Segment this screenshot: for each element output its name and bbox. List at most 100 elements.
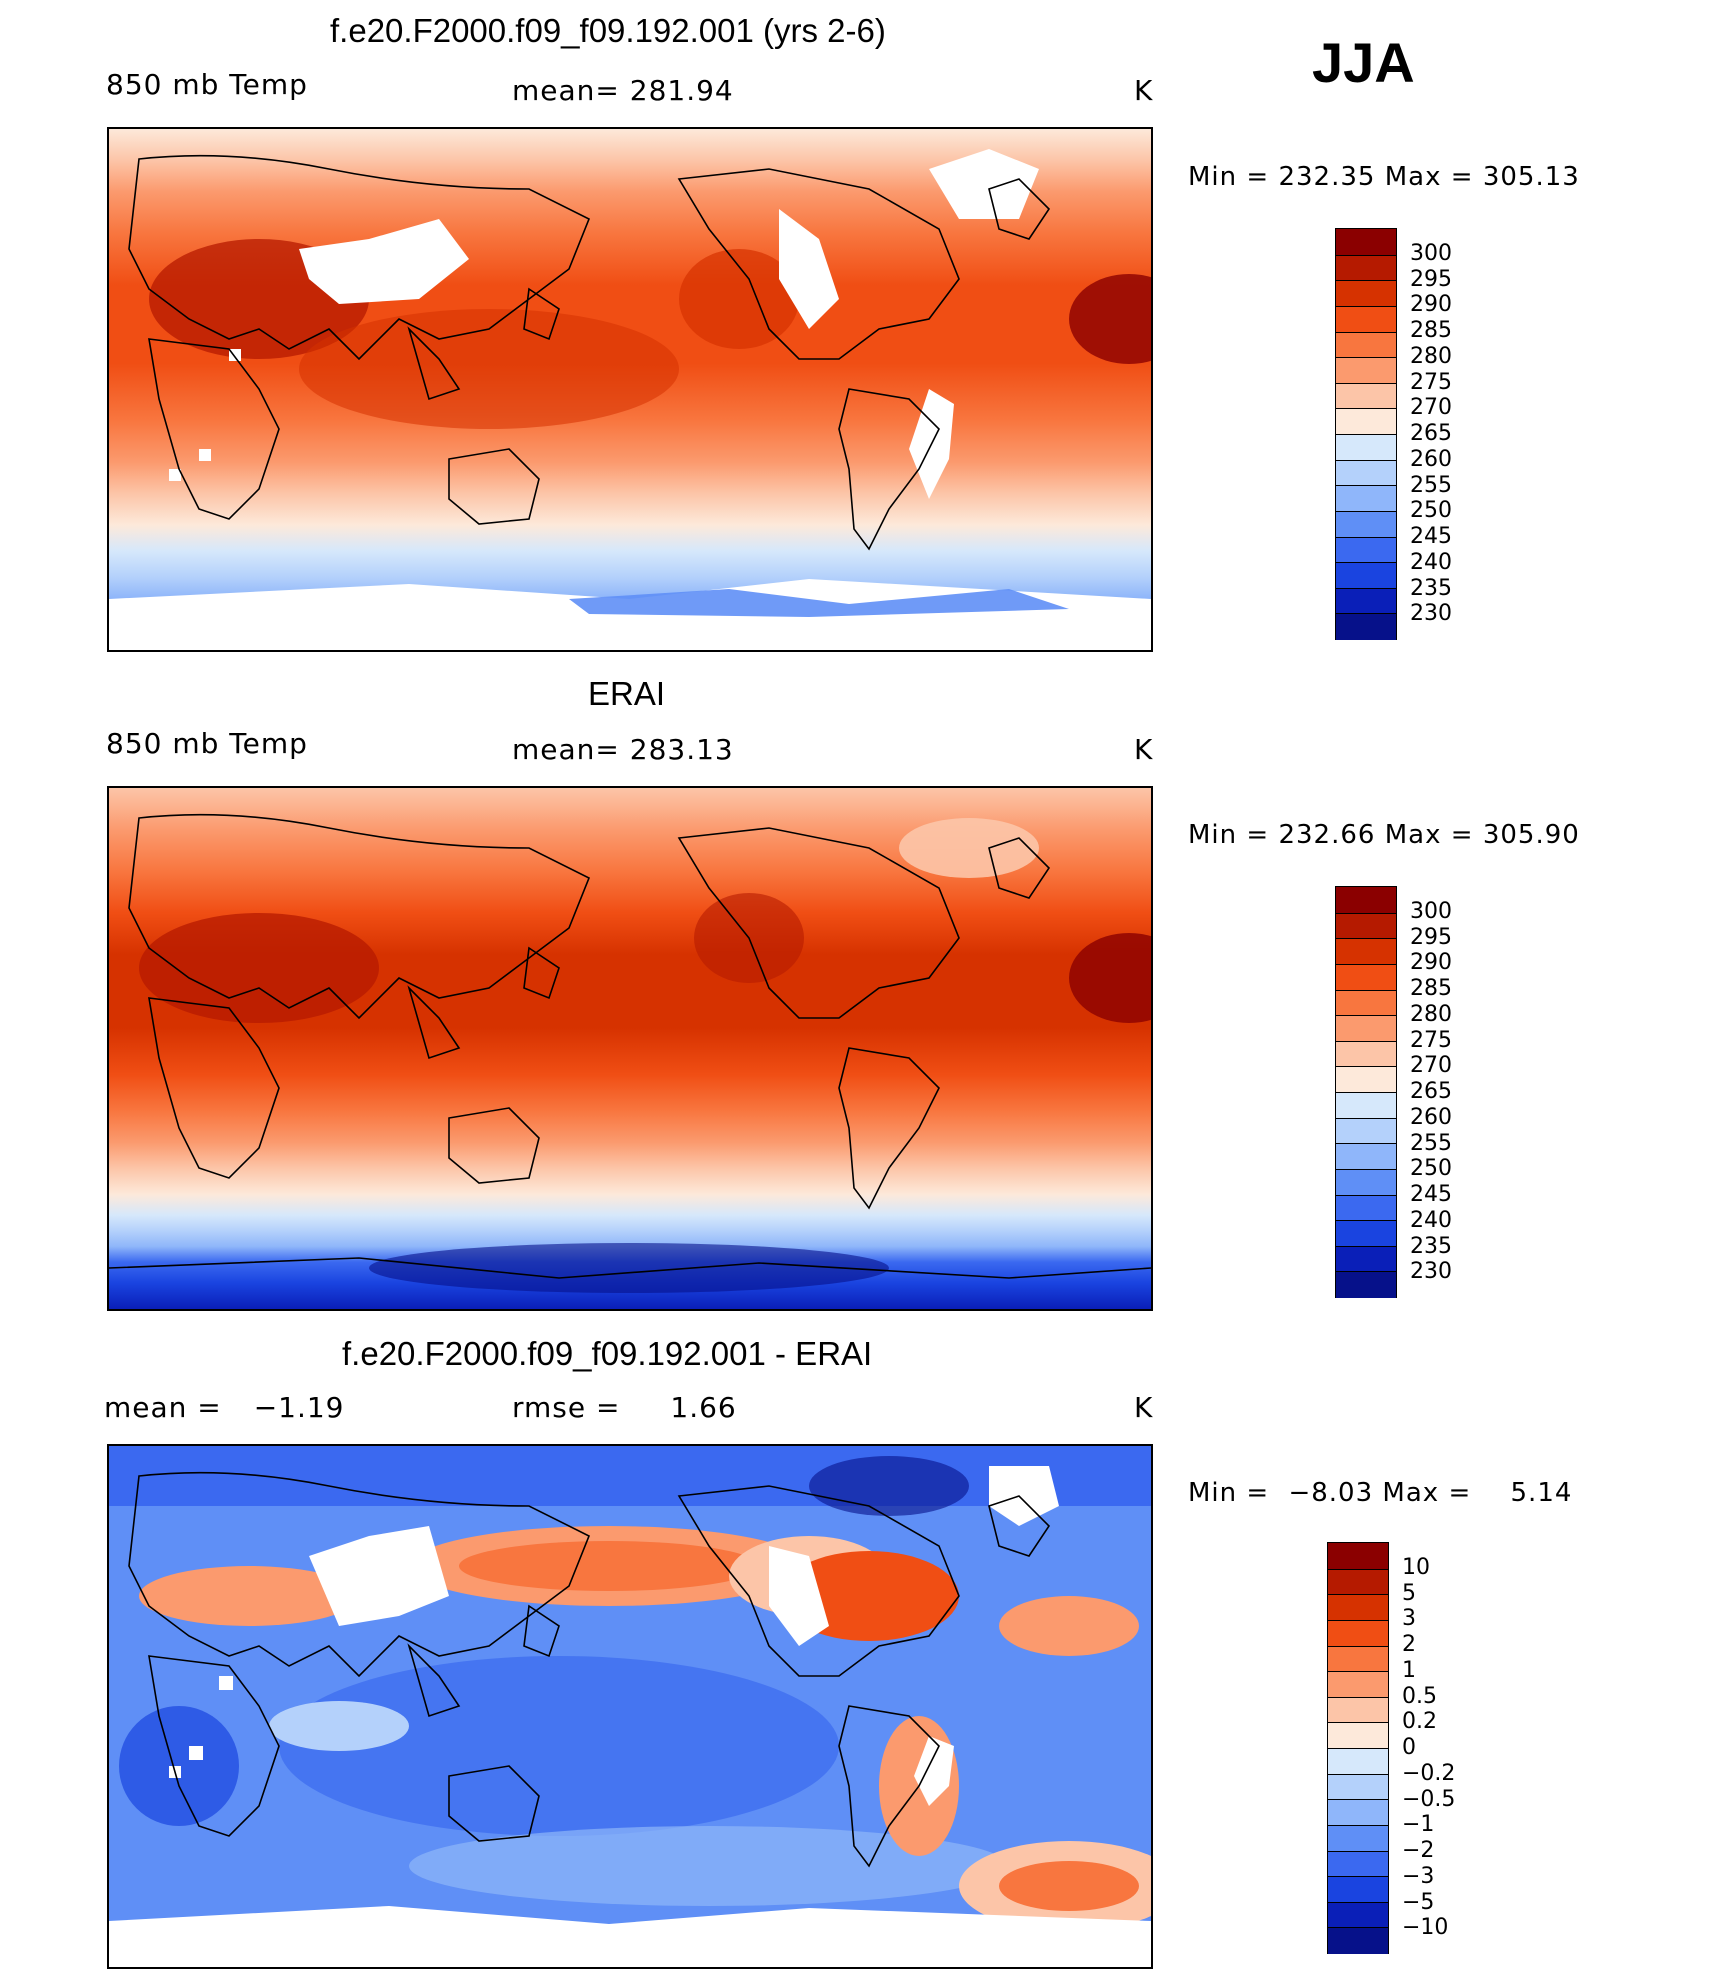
colorbar-box <box>1328 1696 1388 1724</box>
colorbar-tick-label: 275 <box>1410 1027 1452 1053</box>
colorbar-box <box>1336 938 1396 965</box>
colorbar-box <box>1336 1220 1396 1247</box>
colorbar-box <box>1328 1799 1388 1826</box>
panel1-title: f.e20.F2000.f09_f09.192.001 (yrs 2-6) <box>330 12 886 49</box>
panel3-max-value: 5.14 <box>1510 1478 1573 1508</box>
panel2-minmax: Min = 232.66 Max = 305.90 <box>1188 820 1580 850</box>
season-label: JJA <box>1312 31 1415 94</box>
colorbar-box <box>1336 408 1396 435</box>
colorbar-tick-label: 5 <box>1402 1580 1416 1606</box>
colorbar-tick-label: 285 <box>1410 318 1452 343</box>
panel3-minmax: Min = −8.03 Max = 5.14 <box>1188 1478 1573 1508</box>
colorbar-box <box>1336 331 1396 359</box>
colorbar-box <box>1336 1245 1396 1273</box>
panel2-mean-label: mean= 283.13 <box>512 733 734 766</box>
colorbar-box <box>1336 357 1396 384</box>
colorbar-box <box>1336 989 1396 1017</box>
colorbar-box <box>1328 1901 1388 1929</box>
colorbar-box <box>1336 382 1396 410</box>
panel1-min-value: 232.35 <box>1278 162 1376 192</box>
colorbar-box <box>1336 1194 1396 1222</box>
colorbar-box <box>1336 459 1396 487</box>
colorbar-box <box>1328 1619 1388 1647</box>
colorbar-box <box>1328 1543 1388 1569</box>
colorbar-tick-label: 245 <box>1410 1182 1452 1207</box>
colorbar-tick-label: 270 <box>1410 1053 1452 1079</box>
panel3-rmse-label: rmse = <box>512 1391 621 1424</box>
colorbar-box <box>1336 1092 1396 1119</box>
panel2-unit-label: K <box>1134 733 1154 766</box>
panel2-max-value: 305.90 <box>1482 820 1580 850</box>
colorbar-box <box>1328 1773 1388 1801</box>
colorbar-tick-label: 0.5 <box>1402 1683 1437 1709</box>
panel1-max-value: 305.13 <box>1482 162 1580 192</box>
panel1-min-label: Min <box>1188 162 1238 192</box>
colorbar-box <box>1336 305 1396 333</box>
colorbar-tick-label: 285 <box>1410 976 1452 1001</box>
colorbar-box <box>1336 485 1396 512</box>
colorbar-tick-label: −10 <box>1402 1915 1449 1941</box>
colorbar-tick-label: 290 <box>1410 950 1452 976</box>
colorbar-box <box>1328 1876 1388 1903</box>
panel3-rmse-value: 1.66 <box>670 1391 737 1424</box>
panel3-title: f.e20.F2000.f09_f09.192.001 - ERAI <box>342 1335 873 1372</box>
colorbar-box <box>1336 1117 1396 1145</box>
colorbar-tick-label: −0.2 <box>1402 1760 1456 1786</box>
colorbar-tick-label: 260 <box>1410 446 1452 472</box>
panel3-mean: mean = −1.19 <box>104 1391 345 1424</box>
panel2-min-value: 232.66 <box>1278 820 1376 850</box>
panel2-min-label: Min <box>1188 820 1238 850</box>
colorbar-tick-label: 250 <box>1410 1156 1452 1182</box>
colorbar-tick-label: 235 <box>1410 575 1452 601</box>
colorbar-box <box>1336 587 1396 615</box>
colorbar-box <box>1336 1271 1396 1298</box>
colorbar-tick-label: 10 <box>1402 1554 1430 1580</box>
panel3-mean-label: mean = <box>104 1391 222 1424</box>
colorbar-tick-label: 255 <box>1410 1130 1452 1156</box>
colorbar-tick-label: −2 <box>1402 1838 1435 1863</box>
colorbar-tick-label: −5 <box>1402 1889 1435 1915</box>
colorbar-tick-label: 295 <box>1410 924 1452 950</box>
colorbar-tick-label: 255 <box>1410 472 1452 498</box>
colorbar-tick-label: 1 <box>1402 1657 1416 1683</box>
colorbar-tick-label: 280 <box>1410 343 1452 369</box>
panel3-unit-label: K <box>1134 1391 1154 1424</box>
colorbar-box <box>1336 254 1396 282</box>
colorbar-box <box>1336 1015 1396 1042</box>
panel1-colorbar <box>1335 228 1397 640</box>
colorbar-tick-label: 295 <box>1410 266 1452 292</box>
colorbar-tick-label: 240 <box>1410 1207 1452 1233</box>
colorbar-box <box>1336 434 1396 461</box>
panel1-map <box>107 127 1153 652</box>
colorbar-tick-label: −1 <box>1402 1812 1435 1838</box>
panel1-max-label: Max <box>1384 162 1442 192</box>
colorbar-box <box>1336 229 1396 255</box>
colorbar-box <box>1328 1722 1388 1749</box>
colorbar-tick-label: 250 <box>1410 498 1452 524</box>
panel2-map-svg <box>109 788 1151 1309</box>
panel3-rmse: rmse = 1.66 <box>512 1391 737 1424</box>
colorbar-box <box>1336 1168 1396 1196</box>
panel3-min-value: −8.03 <box>1288 1478 1374 1508</box>
colorbar-tick-label: 2 <box>1402 1632 1416 1657</box>
colorbar-tick-label: 265 <box>1410 1079 1452 1104</box>
colorbar-tick-label: 235 <box>1410 1233 1452 1259</box>
panel2-colorbar <box>1335 886 1397 1298</box>
panel2-map <box>107 786 1153 1311</box>
panel1-minmax: Min = 232.35 Max = 305.13 <box>1188 162 1580 192</box>
colorbar-box <box>1328 1671 1388 1698</box>
colorbar-tick-label: 230 <box>1410 601 1452 627</box>
colorbar-tick-label: −0.5 <box>1402 1786 1456 1812</box>
colorbar-tick-label: 3 <box>1402 1606 1416 1632</box>
colorbar-tick-label: 260 <box>1410 1104 1452 1130</box>
colorbar-box <box>1336 562 1396 589</box>
panel1-variable-label: 850 mb Temp <box>106 68 308 101</box>
colorbar-box <box>1328 1824 1388 1852</box>
colorbar-tick-label: 240 <box>1410 549 1452 575</box>
colorbar-tick-label: 245 <box>1410 524 1452 549</box>
colorbar-tick-label: 280 <box>1410 1001 1452 1027</box>
colorbar-box <box>1328 1850 1388 1878</box>
colorbar-box <box>1328 1748 1388 1775</box>
colorbar-box <box>1336 912 1396 940</box>
panel3-colorbar <box>1327 1542 1389 1954</box>
